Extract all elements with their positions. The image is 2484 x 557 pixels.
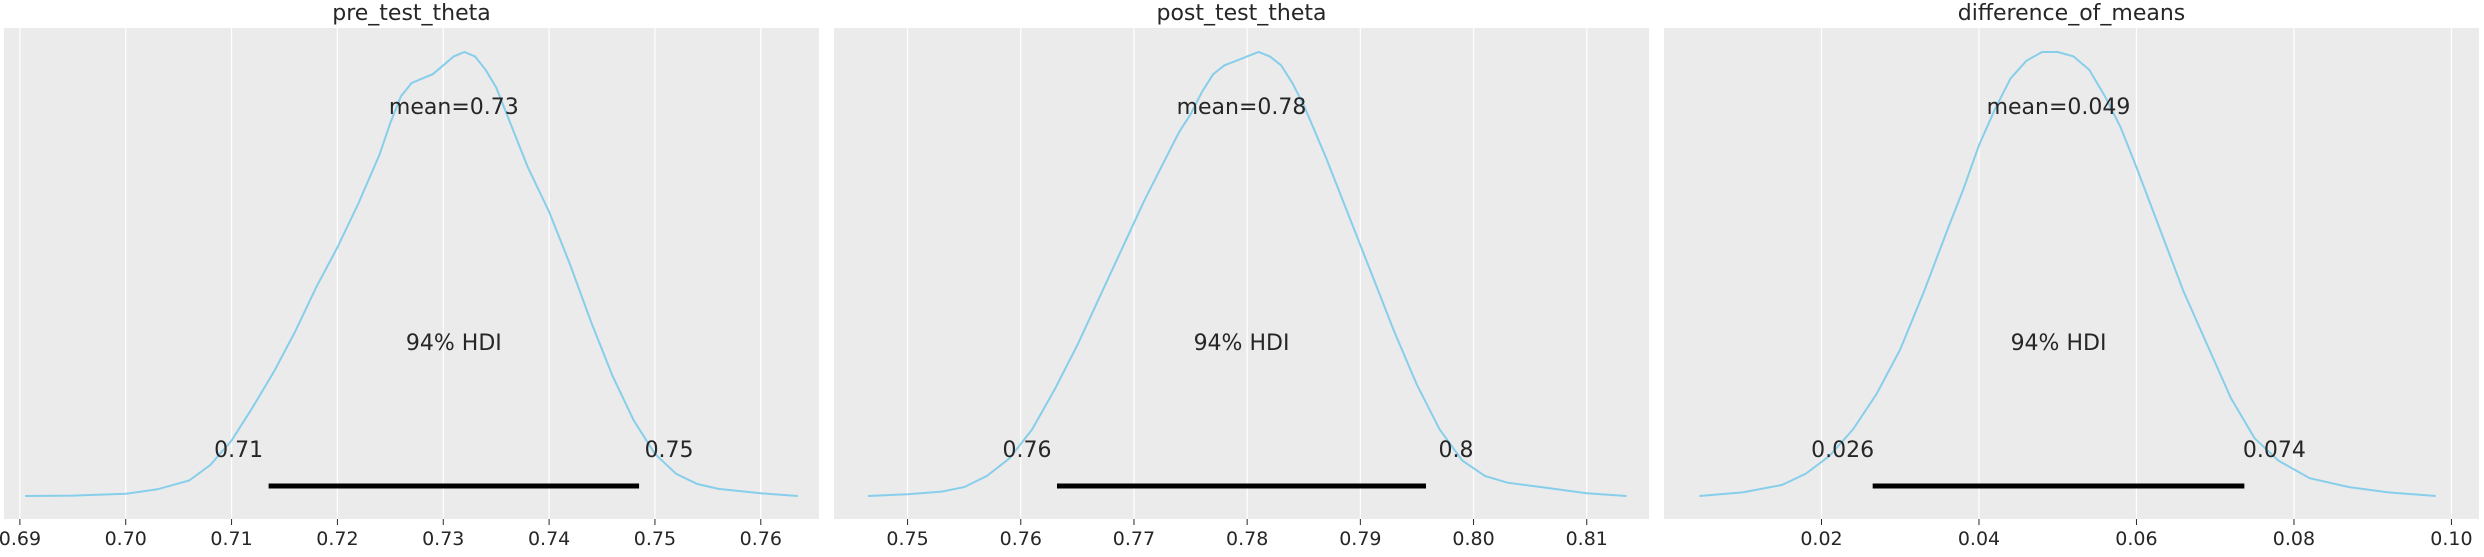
panel-title: difference_of_means [1958,1,2186,26]
x-tick-label: 0.78 [1226,528,1268,550]
hdi-low-label: 0.76 [1003,438,1052,463]
x-tick-label: 0.73 [422,528,464,550]
panel-post-test-theta: 0.75 0.76 0.77 0.78 0.79 0.80 0.81 post_test_th… [834,1,1649,550]
x-tick-label: 0.02 [1800,528,1842,550]
x-tick-label: 0.71 [210,528,252,550]
density-line [25,50,798,497]
x-tick-label: 0.69 [0,528,41,550]
hdi-label: 94% HDI [406,331,502,356]
x-tick-label: 0.74 [528,528,570,550]
x-tick-label: 0.70 [105,528,147,550]
x-tick-label: 0.81 [1566,528,1608,550]
hdi-label: 94% HDI [1194,331,1290,356]
mean-label: mean=0.049 [1987,95,2131,120]
mean-label: mean=0.73 [389,95,519,120]
hdi-high-label: 0.074 [2243,438,2306,463]
panel-difference-of-means: 0.02 0.04 0.06 0.08 0.10 difference_of_meansm… [1664,1,2479,550]
x-tick-label: 0.80 [1452,528,1494,550]
x-tick-label: 0.75 [634,528,676,550]
x-tick-label: 0.76 [1000,528,1042,550]
x-tick-label: 0.76 [740,528,782,550]
panel-title: post_test_theta [1157,1,1327,26]
x-tick-label: 0.06 [2115,528,2157,550]
x-tick-label: 0.77 [1113,528,1155,550]
mean-label: mean=0.78 [1177,95,1307,120]
x-tick-label: 0.72 [316,528,358,550]
hdi-high-label: 0.75 [645,438,694,463]
x-tick-label: 0.75 [886,528,928,550]
x-tick-label: 0.79 [1339,528,1381,550]
density-line [867,50,1627,497]
x-tick-label: 0.10 [2430,528,2472,550]
hdi-label: 94% HDI [2011,331,2107,356]
hdi-low-label: 0.026 [1811,438,1874,463]
x-tick-label: 0.08 [2273,528,2315,550]
plot-background [1664,28,2479,519]
panel-pre-test-theta: 0.69 0.70 0.71 0.72 0.73 0.74 0.75 0.76 pre_test… [0,1,819,550]
plot-background [4,28,819,519]
hdi-low-label: 0.71 [214,438,263,463]
plot-background [834,28,1649,519]
panel-title: pre_test_theta [332,1,491,26]
x-tick-label: 0.04 [1958,528,2000,550]
hdi-high-label: 0.8 [1439,438,1474,463]
density-line [1699,51,2436,497]
